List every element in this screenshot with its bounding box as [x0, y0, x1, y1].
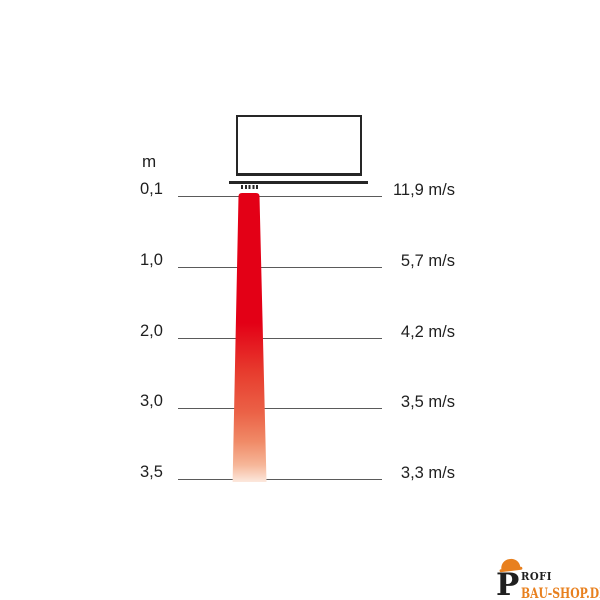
distance-line-3-5m: [178, 479, 382, 481]
distance-line-1-0m: [178, 267, 382, 269]
velocity-label: 5,7 m/s: [400, 252, 455, 270]
distance-label: 2,0: [140, 322, 163, 340]
distance-label: 3,5: [140, 463, 163, 481]
logo-domain-text: BAU-SHOP.DE: [521, 586, 600, 600]
hard-hat-icon: [498, 557, 523, 574]
distance-label: 3,0: [140, 392, 163, 410]
heater-unit: [236, 115, 362, 176]
profi-bau-shop-logo: P ROFI BAU-SHOP.DE: [496, 557, 600, 600]
distance-unit-label: m: [142, 152, 157, 171]
air-beam: [232, 193, 267, 482]
velocity-label: 3,5 m/s: [400, 393, 455, 411]
distance-line-2-0m: [178, 338, 382, 340]
logo-name-text: ROFI: [521, 569, 552, 583]
velocity-label: 3,3 m/s: [400, 464, 455, 482]
distance-line-0-1m: [178, 196, 382, 198]
distance-label: 0,1: [140, 180, 163, 198]
velocity-label: 11,9 m/s: [392, 181, 455, 199]
velocity-label: 4,2 m/s: [400, 323, 455, 341]
logo-letter-p: P: [496, 566, 520, 600]
air-outlet-vents: [241, 184, 259, 189]
distance-line-3-0m: [178, 408, 382, 410]
logo-text: ROFI BAU-SHOP.DE: [521, 567, 600, 600]
distance-label: 1,0: [140, 251, 163, 269]
heater-base-plate: [229, 181, 368, 184]
